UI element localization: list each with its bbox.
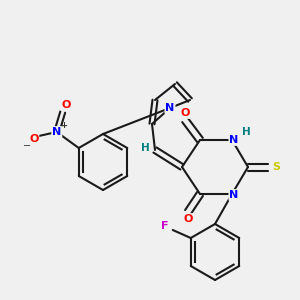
Text: O: O (61, 100, 70, 110)
Text: S: S (272, 162, 280, 172)
Text: H: H (141, 143, 149, 153)
Text: −: − (23, 141, 31, 151)
Text: O: O (180, 108, 190, 118)
Text: O: O (183, 214, 193, 224)
Text: N: N (230, 135, 238, 145)
Text: H: H (242, 127, 250, 137)
Text: +: + (60, 121, 67, 130)
Text: O: O (29, 134, 38, 144)
Text: N: N (230, 190, 238, 200)
Text: N: N (52, 127, 62, 137)
Text: N: N (165, 103, 175, 113)
Text: F: F (161, 221, 169, 231)
